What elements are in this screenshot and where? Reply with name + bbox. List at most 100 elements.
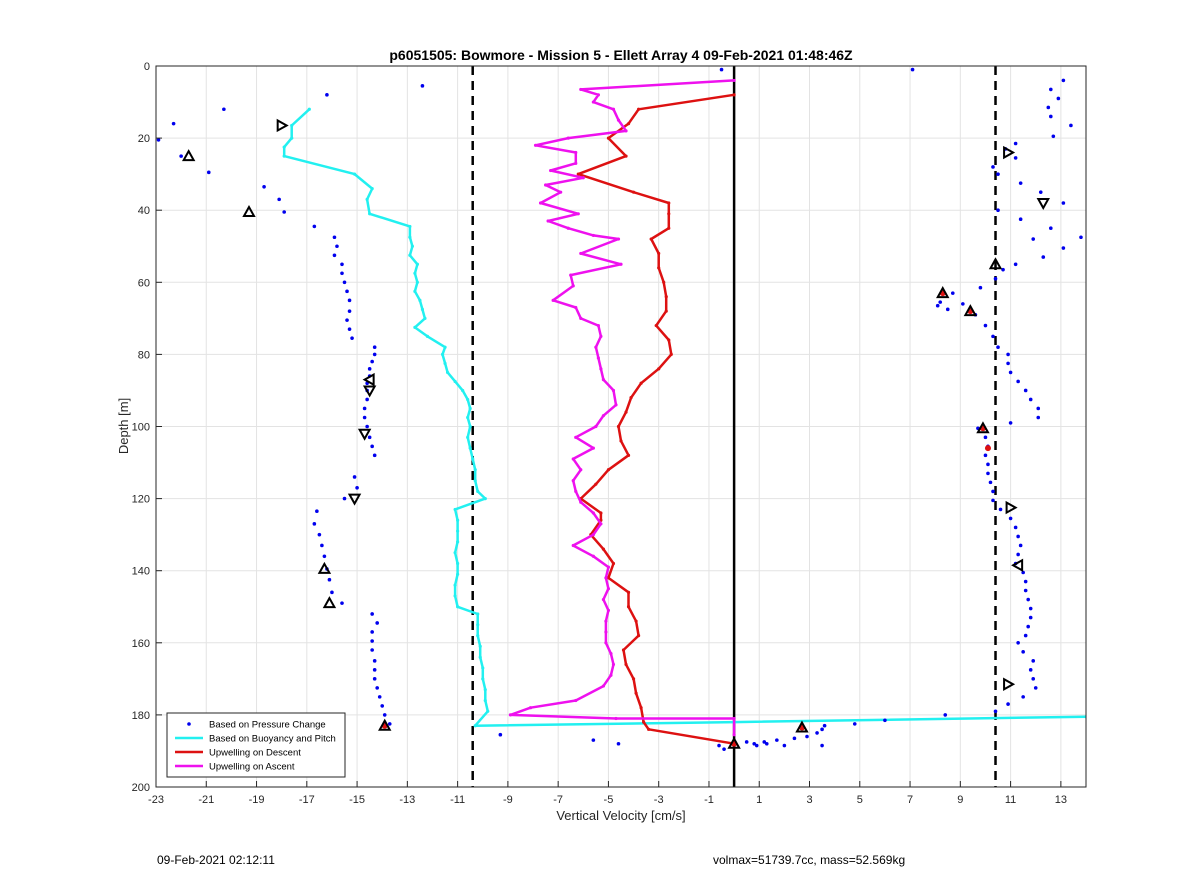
series-vertex — [486, 709, 490, 713]
x-tick-label: -13 — [399, 794, 415, 806]
series-vertex — [571, 284, 575, 288]
x-tick-label: 11 — [1005, 794, 1016, 806]
series-vertex — [626, 590, 631, 594]
pressure-point — [978, 285, 983, 290]
series-vertex — [456, 572, 460, 576]
series-vertex — [649, 237, 653, 241]
series-vertex — [624, 129, 628, 133]
pressure-point — [1051, 134, 1056, 139]
y-tick-label: 140 — [132, 566, 150, 578]
series-vertex — [621, 648, 626, 652]
pressure-point — [367, 367, 372, 371]
pressure-point — [375, 686, 379, 690]
series-vertex — [574, 435, 578, 439]
y-tick-label: 80 — [138, 349, 150, 361]
series-vertex — [667, 226, 671, 230]
series-vertex — [591, 554, 595, 558]
pressure-point — [342, 496, 347, 501]
triangle-marker-right — [1003, 677, 1016, 691]
pressure-point — [1021, 570, 1025, 575]
series-vertex — [601, 378, 606, 382]
pressure-point — [961, 302, 965, 306]
pressure-point — [991, 334, 995, 339]
series-vertex — [594, 424, 598, 429]
series-vertex — [478, 644, 482, 649]
pressure-point — [340, 271, 344, 276]
series-vertex — [413, 325, 417, 329]
series-vertex — [445, 370, 450, 375]
series-vertex — [642, 720, 646, 724]
series-vertex — [569, 273, 573, 277]
legend-entry: Upwelling on Descent — [209, 748, 301, 759]
pressure-point — [350, 336, 354, 340]
series-vertex — [453, 583, 457, 587]
pressure-point — [1046, 105, 1051, 110]
series-vertex — [415, 262, 420, 266]
pressure-point — [998, 507, 1003, 512]
series-vertex — [624, 662, 628, 667]
pressure-point — [1061, 201, 1066, 205]
series-vertex — [476, 612, 480, 616]
pressure-point — [370, 359, 374, 364]
series-vertex — [639, 381, 643, 385]
series-vertex — [415, 280, 420, 284]
series-vertex — [624, 410, 628, 414]
series-vertex — [616, 424, 621, 429]
series-vertex — [667, 212, 671, 216]
x-tick-label: -11 — [450, 794, 465, 806]
series-vertex — [599, 522, 603, 526]
pressure-point — [1061, 78, 1066, 83]
series-vertex — [290, 136, 294, 140]
grid — [155, 65, 1086, 788]
pressure-point — [996, 172, 1000, 176]
x-tick-label: 9 — [957, 794, 963, 806]
series-vertex — [473, 478, 477, 483]
pressure-point — [365, 397, 369, 402]
series-vertex — [614, 403, 618, 407]
series-vertex — [468, 406, 472, 411]
series-vertex — [596, 323, 600, 328]
pressure-point — [1026, 597, 1030, 602]
series-vertex — [616, 237, 621, 241]
x-tick-label: -9 — [503, 794, 513, 806]
series-vertex — [591, 511, 595, 515]
series-vertex — [631, 677, 636, 681]
footer-timestamp: 09-Feb-2021 02:12:11 — [157, 853, 275, 867]
series-vertex — [579, 316, 583, 320]
triangle-marker-up — [378, 718, 392, 731]
series-vertex — [626, 605, 631, 609]
pressure-point — [342, 280, 347, 285]
series-vertex — [528, 706, 533, 710]
series-line-upwelling-on-ascent — [509, 79, 736, 735]
series-vertex — [468, 446, 472, 450]
x-tick-label: 5 — [857, 794, 863, 806]
pressure-point — [362, 406, 367, 411]
series-vertex — [626, 122, 631, 126]
series-vertex — [307, 107, 311, 111]
pressure-point — [370, 630, 374, 634]
series-vertex — [466, 435, 470, 439]
pressure-point — [722, 747, 726, 751]
series-vertex — [657, 266, 661, 270]
pressure-point — [1013, 141, 1018, 146]
triangle-marker-up — [181, 149, 196, 162]
pressure-point — [322, 554, 327, 559]
pressure-point — [1008, 516, 1013, 521]
pressure-point — [883, 718, 887, 723]
y-axis-label: Depth [m] — [116, 398, 131, 454]
footer-volmax-mass: volmax=51739.7cc, mass=52.569kg — [713, 853, 906, 867]
pressure-point — [327, 577, 332, 582]
pressure-point — [315, 509, 319, 514]
pressure-point — [717, 743, 721, 748]
series-vertex — [471, 457, 475, 461]
series-vertex — [601, 414, 606, 418]
series-vertex — [476, 633, 480, 638]
series-vertex — [732, 78, 736, 83]
pressure-point — [156, 138, 161, 142]
series-vertex — [425, 334, 430, 338]
pressure-point — [1023, 388, 1028, 393]
pressure-point — [754, 743, 759, 748]
series-vertex — [290, 123, 294, 128]
pressure-point — [1018, 181, 1023, 185]
